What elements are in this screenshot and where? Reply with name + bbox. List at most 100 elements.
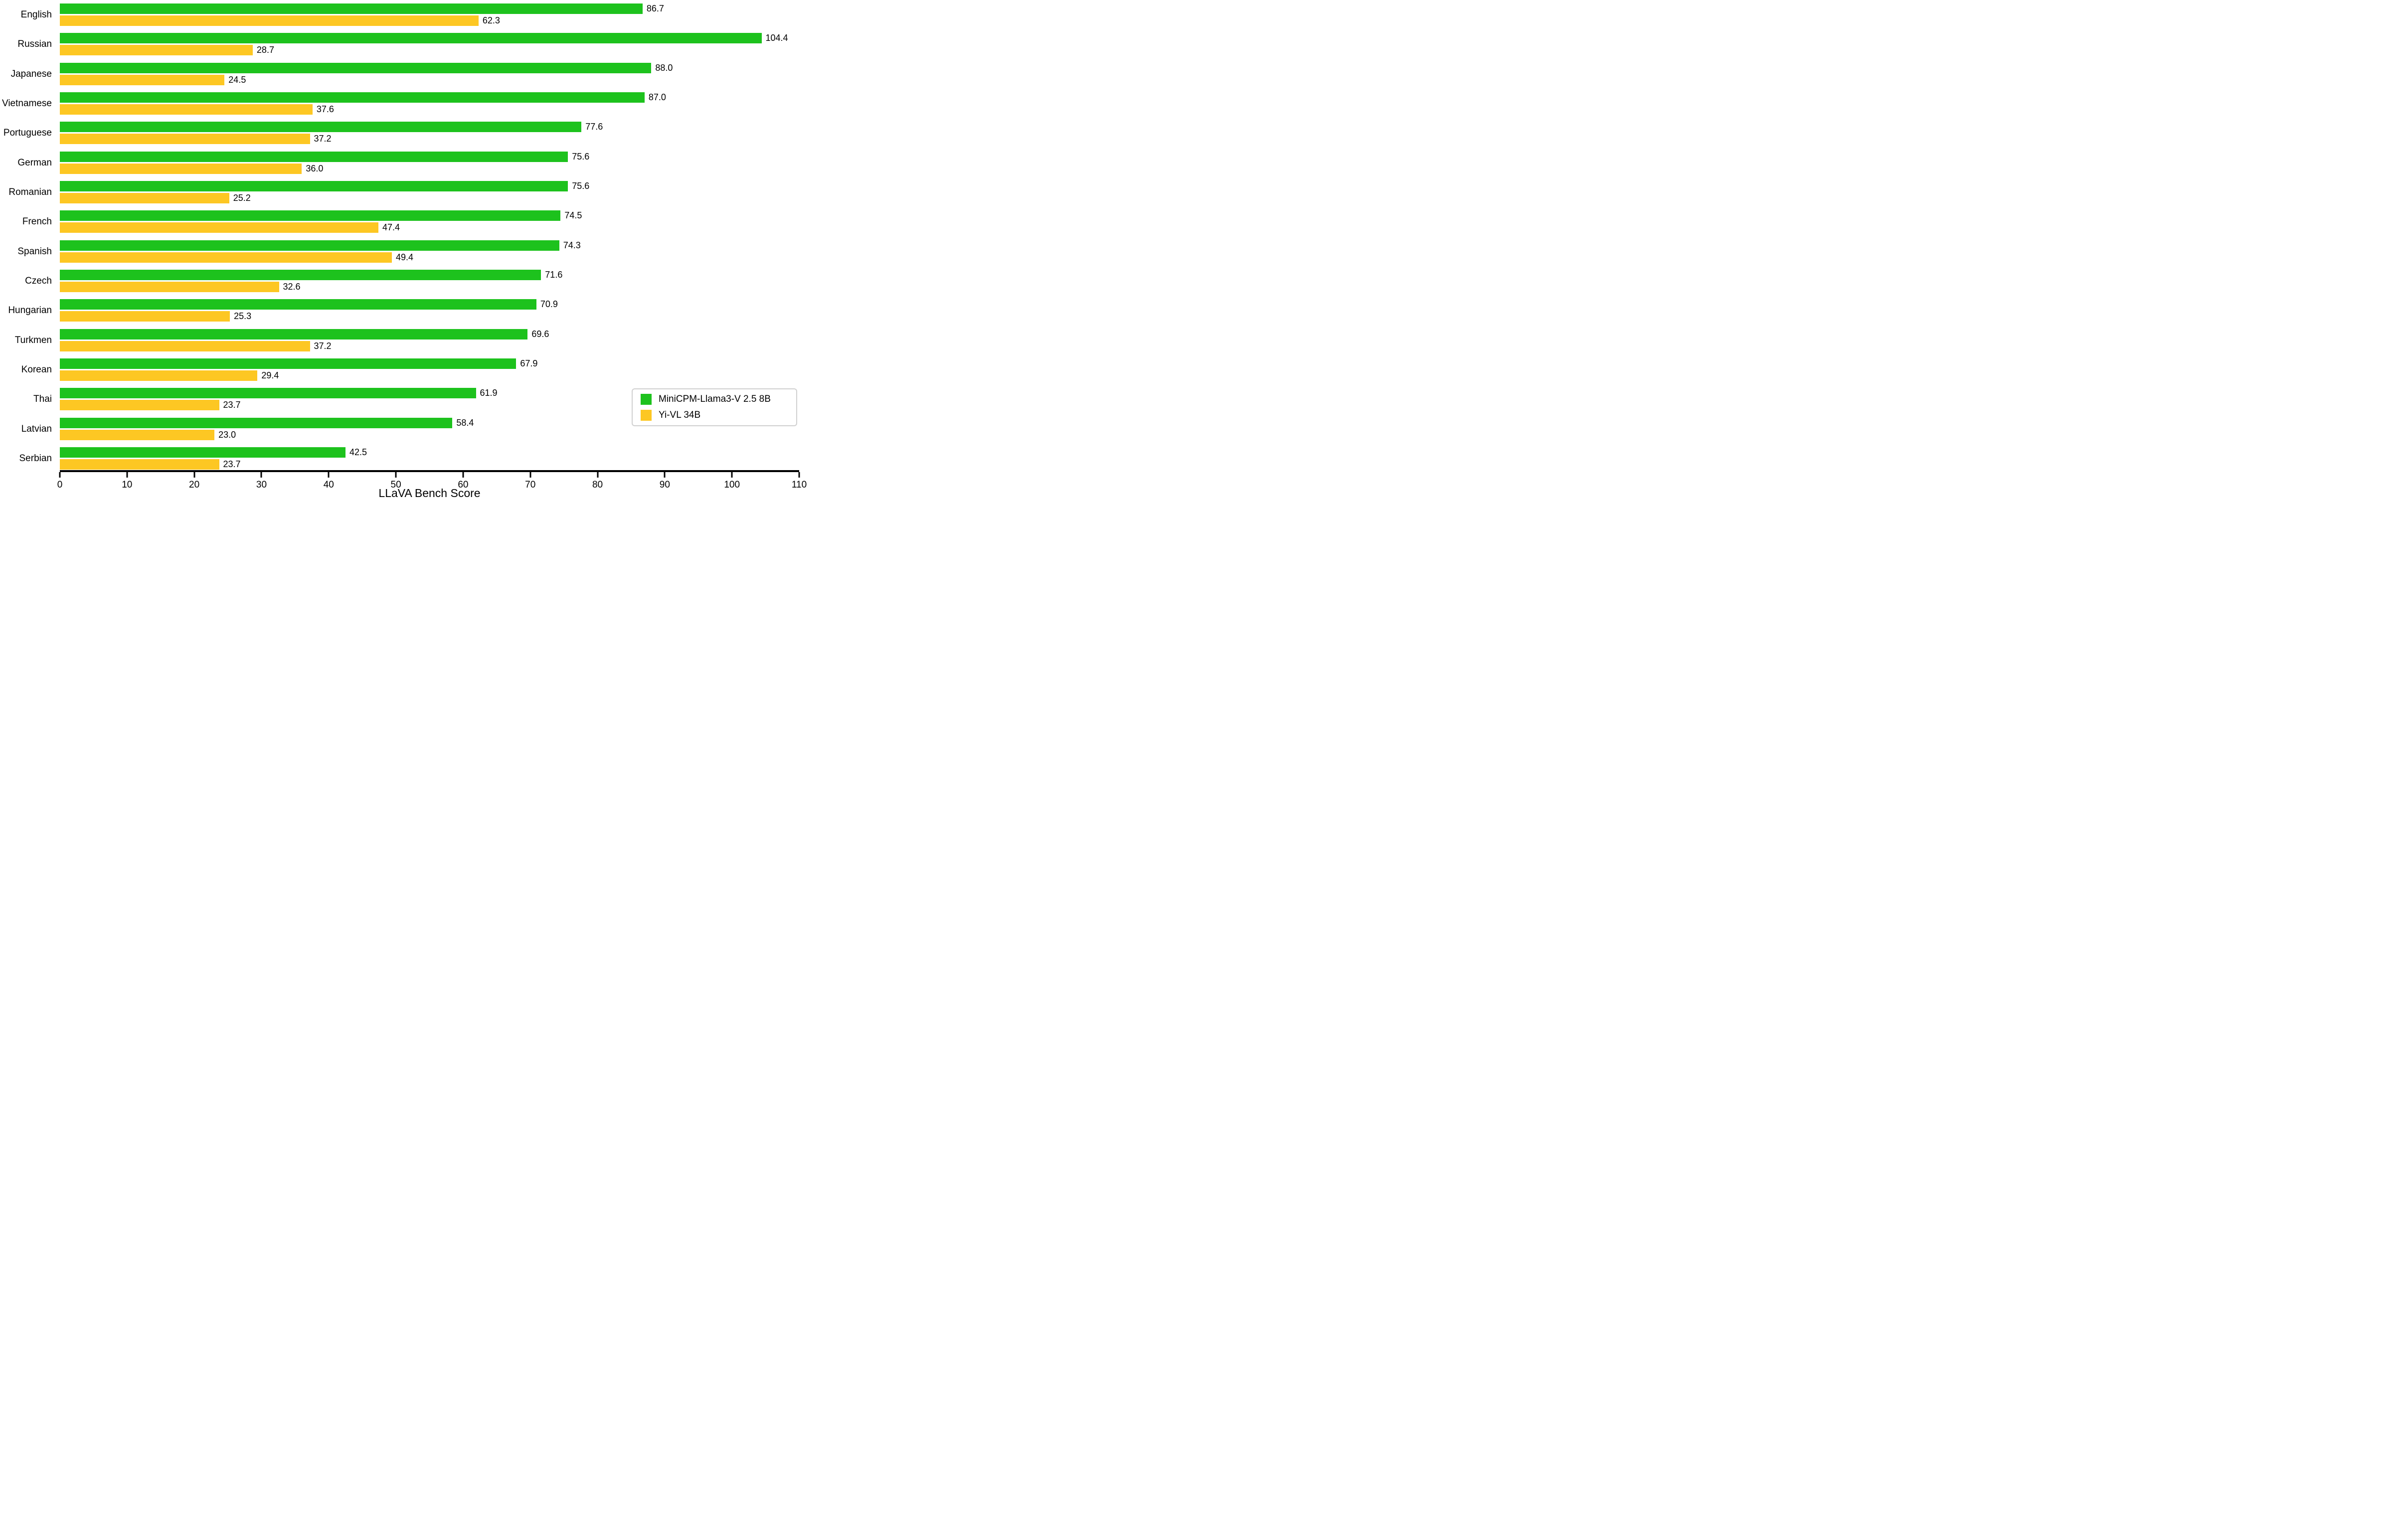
bar-row: 32.6 [60,281,799,292]
bar-yivl [60,163,302,174]
x-tick [462,472,464,478]
bar-yivl [60,222,379,233]
value-label: 70.9 [540,299,558,310]
bar-row: 77.6 [60,122,799,133]
bar-row: 37.2 [60,340,799,351]
x-tick-label: 50 [390,480,401,490]
bar-minicpm [60,3,643,14]
value-label: 42.5 [349,447,367,457]
language-group: Romanian 75.6 25.2 [8,180,799,210]
bar-minicpm [60,358,516,369]
bar-row: 88.0 [60,62,799,73]
x-tick [798,472,800,478]
plot-area: English 86.7 62.3 Russian 104.4 28.7 Japanese 8… [2,3,799,477]
category-label: Romanian [8,186,52,197]
value-label: 25.3 [234,311,252,322]
bar-row: 23.7 [60,459,799,470]
value-label: 104.4 [765,33,788,43]
category-label: Czech [25,275,52,286]
x-tick [126,472,128,478]
value-label: 25.2 [233,192,251,203]
value-label: 23.7 [223,459,241,469]
value-label: 58.4 [456,417,474,428]
bar-chart: English 86.7 62.3 Russian 104.4 28.7 Japanese 8… [0,0,807,507]
bar-row: 29.4 [60,370,799,381]
bar-minicpm [60,240,559,251]
value-label: 75.6 [572,180,590,191]
bar-row: 49.4 [60,252,799,263]
value-label: 87.0 [648,92,666,102]
bar-row: 67.9 [60,358,799,369]
language-group: Russian 104.4 28.7 [17,33,799,62]
bar-yivl [60,400,219,411]
value-label: 74.5 [564,210,582,221]
bar-minicpm [60,329,528,339]
category-label: Spanish [17,246,52,257]
value-label: 29.4 [261,370,279,380]
x-tick-label: 10 [122,480,133,490]
bar-minicpm [60,180,568,191]
value-label: 37.2 [314,340,332,351]
category-label: Vietnamese [2,98,52,109]
bar-minicpm [60,388,476,399]
x-tick-label: 0 [57,480,63,490]
value-label: 61.9 [480,388,498,398]
x-tick [731,472,733,478]
bar-minicpm [60,447,345,458]
x-tick [529,472,531,478]
legend-label-minicpm: MiniCPM-Llama3-V 2.5 8B [659,394,771,404]
bar-row: 36.0 [60,163,799,174]
x-tick [193,472,195,478]
value-label: 75.6 [572,151,590,162]
x-tick-label: 40 [323,480,334,490]
language-group: German 75.6 36.0 [17,151,799,181]
category-label: Korean [21,364,52,375]
bar-yivl [60,104,313,115]
x-tick [59,472,61,478]
value-label: 23.7 [223,400,241,410]
x-tick-label: 70 [525,480,536,490]
bar-yivl [60,340,310,351]
x-tick-label: 20 [189,480,200,490]
bar-yivl [60,192,229,203]
language-group: French 74.5 47.4 [22,210,799,240]
category-label: Hungarian [8,305,52,316]
bar-row: 25.2 [60,192,799,203]
category-label: Serbian [19,453,52,464]
bar-row: 70.9 [60,299,799,310]
bar-yivl [60,15,479,26]
legend: MiniCPM-Llama3-V 2.5 8B Yi-VL 34B [632,388,797,426]
bar-row: 47.4 [60,222,799,233]
value-label: 24.5 [228,74,246,85]
x-tick [597,472,599,478]
category-label: Portuguese [3,128,52,139]
bar-row: 87.0 [60,92,799,103]
value-label: 67.9 [520,358,538,368]
value-label: 37.2 [314,134,332,144]
value-label: 37.6 [316,104,334,114]
bar-row: 61.9 [60,388,799,399]
bar-yivl [60,45,253,56]
bar-row: 23.7 [60,400,799,411]
value-label: 62.3 [482,15,500,25]
language-group: English 86.7 62.3 [21,3,799,33]
x-tick [664,472,666,478]
x-axis-spine [60,470,799,472]
x-tick-label: 80 [592,480,603,490]
bar-row: 62.3 [60,15,799,26]
bar-row: 24.5 [60,74,799,85]
bar-row: 42.5 [60,447,799,458]
x-tick-label: 30 [256,480,267,490]
bar-minicpm [60,210,561,221]
legend-item-minicpm: MiniCPM-Llama3-V 2.5 8B [641,393,788,406]
language-group: Latvian 58.4 23.0 [21,417,799,447]
bar-row: 58.4 [60,417,799,428]
bar-row: 86.7 [60,3,799,14]
bar-row: 74.5 [60,210,799,221]
value-label: 86.7 [646,3,664,13]
value-label: 77.6 [585,122,603,132]
language-group: Spanish 74.3 49.4 [17,240,799,270]
language-group: Portuguese 77.6 37.2 [3,122,799,151]
x-tick [260,472,262,478]
language-group: Turkmen 69.6 37.2 [15,329,799,358]
